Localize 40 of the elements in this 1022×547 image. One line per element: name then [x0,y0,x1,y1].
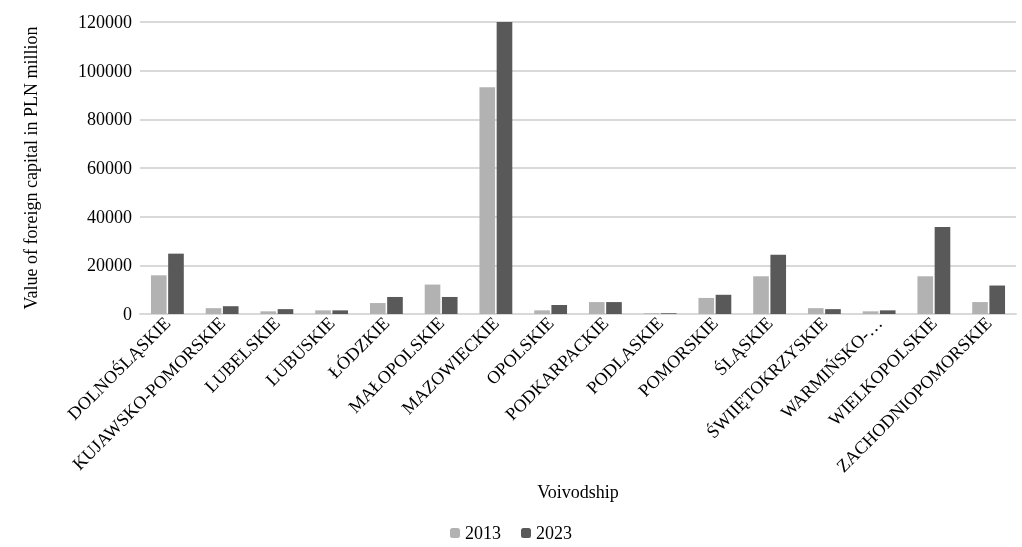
y-axis-title: Value of foreign capital in PLN million [21,26,41,310]
bar [917,276,934,314]
bar [862,311,879,314]
bar [205,308,222,314]
bar [260,311,277,314]
bar [424,284,441,314]
bar [934,226,951,314]
y-tick-label: 120000 [78,12,132,32]
bar [606,302,622,314]
bar [168,253,184,314]
bar [807,308,824,314]
bar [588,302,605,314]
legend-label: 2023 [536,523,572,543]
bar [150,275,167,314]
bar [387,296,403,314]
y-tick-label: 100000 [78,60,132,81]
bar [770,254,787,314]
bar [972,302,988,314]
y-tick-label: 40000 [87,206,132,227]
bar [534,310,550,314]
bar [315,310,331,314]
bar [277,309,294,314]
bar [496,22,513,314]
bar [332,310,349,314]
bar [989,285,1006,314]
bar [441,296,458,314]
bar [369,303,386,314]
bar [753,276,769,314]
bar [698,297,715,314]
bar [551,305,568,314]
bar [479,87,496,314]
y-tick-label: 20000 [87,255,132,276]
bar [825,309,841,314]
legend-label: 2013 [465,523,501,543]
bar [715,294,732,314]
x-axis-title: Voivodship [537,481,619,502]
bar [879,310,896,314]
y-tick-label: 80000 [87,109,132,130]
bar [222,306,239,314]
y-tick-label: 60000 [87,158,132,178]
